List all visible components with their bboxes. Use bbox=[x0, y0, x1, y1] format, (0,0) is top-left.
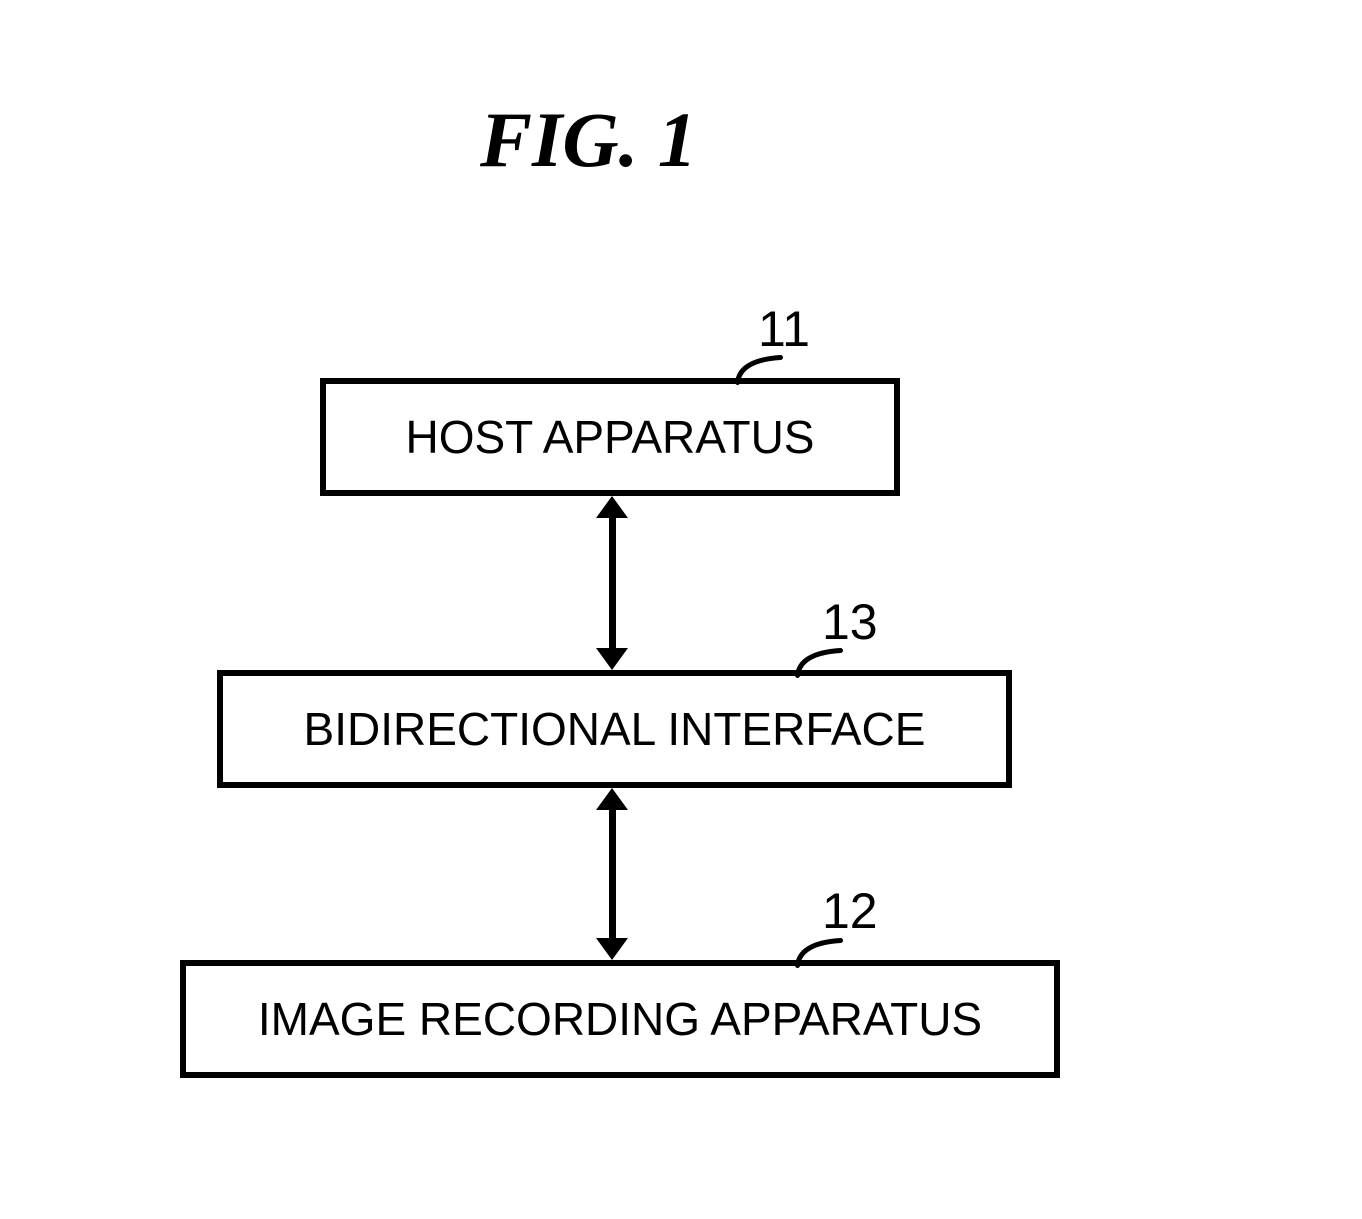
reference-label-13: 13 bbox=[822, 593, 878, 651]
box-host-apparatus-label: HOST APPARATUS bbox=[406, 410, 815, 464]
arrow-head-down-icon bbox=[596, 938, 628, 960]
reference-label-12: 12 bbox=[822, 882, 878, 940]
arrow-host-to-interface bbox=[596, 496, 628, 670]
arrow-shaft bbox=[609, 810, 616, 938]
box-bidirectional-interface-label: BIDIRECTIONAL INTERFACE bbox=[304, 702, 926, 756]
tick-mark-13 bbox=[795, 648, 843, 678]
box-image-recording-apparatus: IMAGE RECORDING APPARATUS bbox=[180, 960, 1060, 1078]
arrow-head-up-icon bbox=[596, 788, 628, 810]
arrow-shaft bbox=[609, 518, 616, 648]
reference-label-11: 11 bbox=[758, 300, 810, 358]
tick-mark-11 bbox=[735, 355, 783, 385]
arrow-head-up-icon bbox=[596, 496, 628, 518]
box-image-recording-apparatus-label: IMAGE RECORDING APPARATUS bbox=[258, 992, 982, 1046]
arrow-interface-to-recorder bbox=[596, 788, 628, 960]
arrow-head-down-icon bbox=[596, 648, 628, 670]
tick-mark-12 bbox=[795, 938, 843, 968]
figure-title: FIG. 1 bbox=[480, 95, 697, 185]
box-host-apparatus: HOST APPARATUS bbox=[320, 378, 900, 496]
figure-canvas: FIG. 1 HOST APPARATUS BIDIRECTIONAL INTE… bbox=[0, 0, 1362, 1219]
box-bidirectional-interface: BIDIRECTIONAL INTERFACE bbox=[217, 670, 1012, 788]
